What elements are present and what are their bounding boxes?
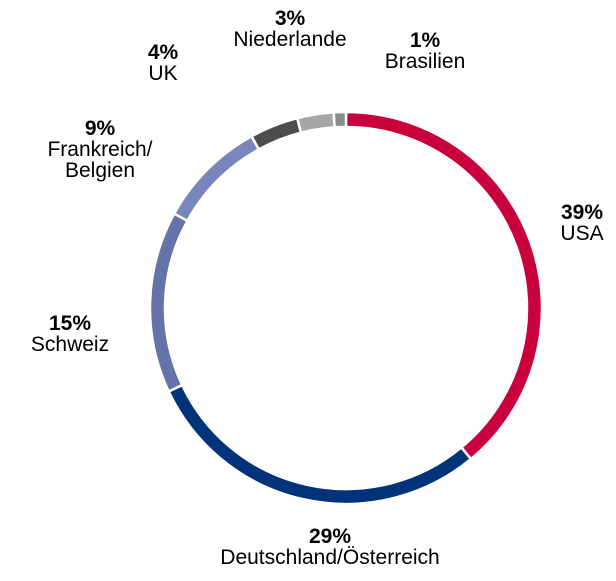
value-label: 4% — [147, 41, 179, 64]
value-label: 15% — [48, 312, 92, 335]
segment-label: 4% UK — [148, 42, 178, 84]
donut-segment — [332, 110, 348, 129]
category-label: Deutschland/Österreich — [220, 546, 440, 569]
value-label: 1% — [409, 29, 441, 52]
category-label: Frankreich/ Belgien — [47, 138, 153, 182]
donut-segment — [295, 111, 336, 135]
category-label: UK — [148, 62, 178, 85]
category-label: Brasilien — [384, 50, 466, 73]
donut-segment — [172, 134, 261, 223]
segment-label: 3% Niederlande — [233, 8, 346, 50]
value-label: 39% — [560, 201, 604, 224]
value-label: 3% — [274, 7, 306, 30]
segment-label: 9% Frankreich/ Belgien — [47, 118, 152, 181]
donut-segment — [166, 383, 473, 506]
donut-segment — [249, 116, 303, 152]
category-label: USA — [560, 222, 604, 245]
category-label: Niederlande — [233, 28, 347, 51]
donut-segment — [344, 110, 544, 461]
segment-label: 1% Brasilien — [385, 30, 466, 72]
value-label: 29% — [308, 525, 352, 548]
segment-label: 29% Deutschland/Österreich — [220, 526, 439, 568]
segment-label: 39% USA — [560, 202, 603, 244]
segment-label: 15% Schweiz — [31, 313, 109, 355]
value-label: 9% — [84, 117, 116, 140]
category-label: Schweiz — [30, 333, 110, 356]
donut-segment — [148, 211, 190, 394]
